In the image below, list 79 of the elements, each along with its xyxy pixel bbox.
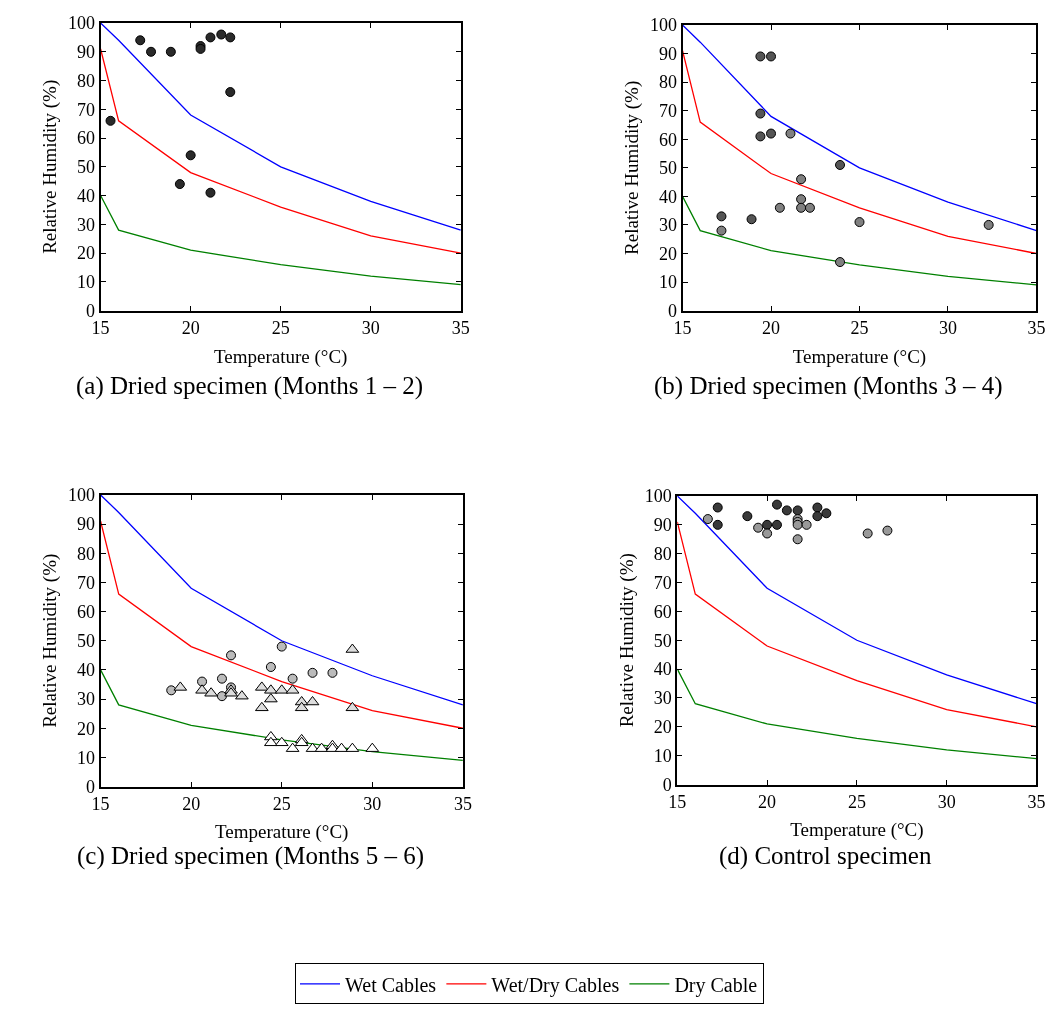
- text: (a) Dried specimen (Months 1 – 2): [76, 372, 424, 400]
- y-tick-label: 100: [644, 486, 672, 507]
- x-tick-label: 25: [272, 794, 291, 815]
- y-tick-label: 10: [653, 745, 672, 766]
- y-tick-label: 40: [77, 660, 96, 681]
- y-tick-label: 40: [77, 185, 96, 206]
- y-axis-title: Relative Humidity (%): [39, 553, 62, 728]
- text: (d) Control specimen: [719, 842, 932, 870]
- y-axis-title: Relative Humidity (%): [39, 79, 62, 254]
- y-tick-label: 30: [658, 215, 677, 236]
- y-tick-label: 100: [68, 485, 96, 506]
- x-tick-label: 20: [181, 318, 200, 339]
- x-tick-label: 20: [182, 794, 201, 815]
- y-tick-label: 100: [68, 13, 96, 34]
- x-tick-label: 20: [762, 318, 781, 339]
- y-tick-label: 80: [653, 543, 672, 564]
- y-tick-label: 70: [658, 101, 677, 121]
- x-tick-label: 15: [668, 792, 687, 813]
- y-tick-label: 20: [77, 718, 96, 739]
- y-tick-label: 0: [662, 774, 672, 795]
- x-tick-label: 25: [271, 318, 290, 339]
- y-tick-label: 100: [649, 15, 677, 36]
- text: (c) Dried specimen (Months 5 – 6): [77, 842, 425, 870]
- x-axis-title: Temperature (°C): [790, 819, 924, 842]
- y-tick-label: 40: [658, 186, 677, 207]
- y-tick-label: 50: [658, 158, 677, 179]
- y-tick-label: 0: [667, 300, 677, 321]
- y-axis-title: Relative Humidity (%): [621, 80, 644, 255]
- x-tick-label: 30: [363, 794, 382, 815]
- y-tick-label: 90: [653, 515, 672, 536]
- x-axis-title: Temperature (°C): [215, 821, 349, 844]
- x-tick-label: 20: [758, 792, 777, 813]
- y-tick-label: 90: [658, 43, 677, 64]
- x-tick-label: 35: [1027, 792, 1046, 813]
- x-tick-label: 35: [451, 318, 470, 339]
- y-tick-label: 30: [77, 689, 96, 710]
- y-tick-label: 10: [658, 272, 677, 293]
- x-tick-label: 35: [1027, 318, 1046, 339]
- x-tick-label: 25: [847, 792, 866, 813]
- legend-label: Wet/Dry Cables: [491, 973, 620, 997]
- y-tick-label: 90: [77, 42, 96, 63]
- y-tick-label: 60: [77, 601, 96, 622]
- y-tick-label: 20: [653, 717, 672, 738]
- y-tick-label: 80: [658, 72, 677, 93]
- x-tick-label: 35: [453, 794, 472, 815]
- y-tick-label: 50: [77, 631, 96, 652]
- y-tick-label: 50: [653, 630, 672, 651]
- y-tick-label: 50: [77, 157, 96, 178]
- x-tick-label: 25: [850, 318, 869, 339]
- x-tick-label: 30: [361, 318, 380, 339]
- y-tick-label: 0: [86, 776, 96, 797]
- legend-label: Dry Cable: [674, 973, 758, 997]
- y-tick-label: 40: [653, 659, 672, 680]
- y-tick-label: 60: [77, 128, 96, 149]
- x-tick-label: 15: [673, 318, 692, 339]
- legend-label: Wet Cables: [345, 973, 437, 996]
- x-tick-label: 30: [937, 792, 956, 813]
- y-tick-label: 60: [653, 601, 672, 622]
- y-tick-label: 30: [653, 688, 672, 709]
- x-axis-title: Temperature (°C): [792, 345, 927, 368]
- text: (b) Dried specimen (Months 3 – 4): [654, 372, 1003, 400]
- x-tick-label: 30: [938, 318, 957, 339]
- x-axis-title: Temperature (°C): [214, 345, 348, 368]
- y-tick-label: 10: [77, 272, 96, 293]
- y-tick-label: 90: [77, 514, 96, 535]
- y-tick-label: 60: [658, 129, 677, 150]
- y-tick-label: 10: [77, 747, 96, 768]
- y-axis-title: Relative Humidity (%): [616, 553, 639, 728]
- y-tick-label: 0: [86, 300, 96, 321]
- y-tick-label: 20: [658, 243, 677, 264]
- y-tick-label: 80: [77, 70, 96, 91]
- y-tick-label: 70: [653, 572, 672, 593]
- y-tick-label: 70: [77, 99, 96, 120]
- x-tick-label: 15: [91, 318, 110, 339]
- x-tick-label: 15: [91, 794, 110, 815]
- y-tick-label: 70: [77, 572, 96, 593]
- y-tick-label: 80: [77, 543, 96, 564]
- y-tick-label: 20: [77, 243, 96, 264]
- y-tick-label: 30: [77, 214, 96, 235]
